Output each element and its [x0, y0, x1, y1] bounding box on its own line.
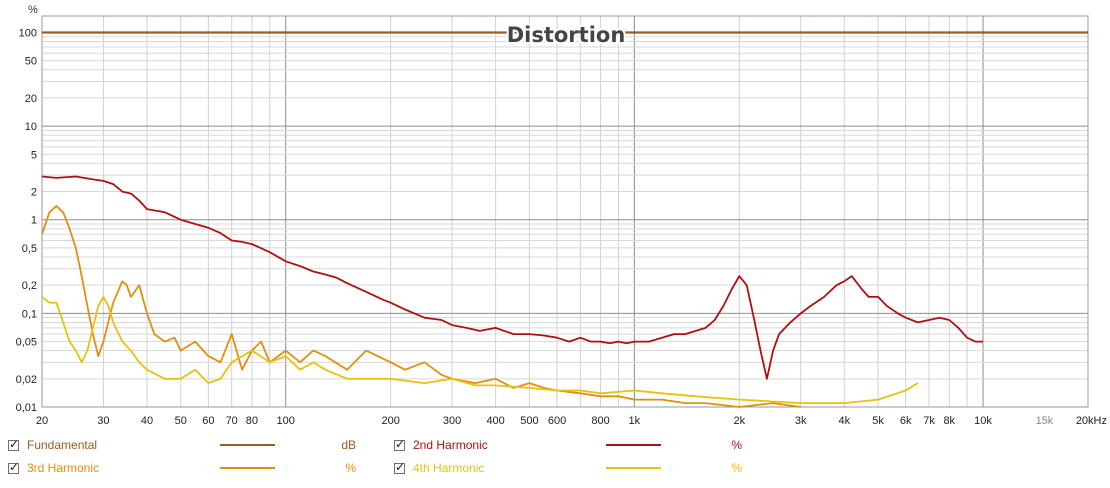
4th-harmonic-checkbox[interactable]: [394, 460, 405, 474]
3rd-harmonic-checkbox[interactable]: [8, 460, 19, 474]
x-tick-label: 80: [246, 415, 258, 427]
x-tick-label: 800: [591, 415, 609, 427]
y-tick-label: 0,02: [16, 374, 37, 386]
x-tick-label: 60: [202, 415, 214, 427]
legend-item-4th-harmonic[interactable]: 4th Harmonic %: [394, 460, 742, 476]
y-tick-label: 50: [25, 56, 37, 68]
x-tick-label: 10k: [974, 415, 992, 427]
y-tick-label: 0,5: [22, 243, 37, 255]
legend-item-fundamental[interactable]: Fundamental dB: [8, 437, 356, 453]
y-tick-label: 2: [31, 187, 37, 199]
x-tick-label: 200: [381, 415, 399, 427]
x-tick-label: 4k: [838, 415, 850, 427]
y-tick-label: 0,2: [22, 280, 37, 292]
series-line-2nd-harmonic: [41, 175, 983, 380]
y-tick-label: 1: [31, 215, 37, 227]
x-tick-label: 8k: [943, 415, 955, 427]
legend-line: [220, 444, 275, 446]
x-tick-label: 15k: [1036, 415, 1054, 427]
x-tick-label: 1k: [629, 415, 641, 427]
series-layer: [41, 31, 1088, 408]
x-tick-label: 500: [520, 415, 538, 427]
plot-background: [0, 0, 1110, 430]
y-tick-label: 20: [25, 93, 37, 105]
x-tick-label: 2k: [734, 415, 746, 427]
x-tick-label: 70: [226, 415, 238, 427]
legend: Fundamental dB 2nd Harmonic % 3rd Harmon…: [0, 434, 1110, 484]
legend-unit: %: [345, 461, 356, 475]
y-tick-label: 0,01: [16, 402, 37, 414]
x-tick-label: 40: [141, 415, 153, 427]
x-tick-label: 5k: [872, 415, 884, 427]
legend-line: [220, 467, 275, 469]
x-tick-label: 20kHz: [1076, 415, 1107, 427]
y-tick-label: 10: [25, 121, 37, 133]
legend-label: 2nd Harmonic: [413, 438, 488, 452]
x-tick-label: 6k: [900, 415, 912, 427]
x-tick-label: 600: [548, 415, 566, 427]
legend-line: [606, 444, 661, 446]
x-tick-label: 7k: [923, 415, 935, 427]
y-axis-ticks: 100 50 20 10 5 2 1 0,5 0,2 0,1 0,05 0,02 0,01: [16, 27, 37, 414]
y-tick-label: 0,1: [22, 308, 37, 320]
distortion-chart: 100 50 20 10 5 2 1 0,5 0,2 0,1 0,05 0,02 0,01 20 30 40…: [0, 0, 1110, 430]
x-tick-label: 400: [486, 415, 504, 427]
legend-unit: %: [731, 461, 742, 475]
x-tick-label: 20: [36, 415, 48, 427]
legend-line: [606, 467, 661, 469]
x-tick-label: 30: [97, 415, 109, 427]
plot-frame: [41, 15, 1089, 408]
x-tick-label: 50: [175, 415, 187, 427]
grid: [42, 16, 1088, 407]
legend-label: Fundamental: [27, 438, 98, 452]
legend-label: 3rd Harmonic: [27, 461, 100, 475]
legend-item-2nd-harmonic[interactable]: 2nd Harmonic %: [394, 437, 742, 453]
chart-title: Distortion: [507, 23, 626, 47]
legend-label: 4th Harmonic: [413, 461, 485, 475]
y-tick-label: 5: [31, 149, 37, 161]
fundamental-checkbox[interactable]: [8, 437, 19, 451]
x-tick-label: 300: [443, 415, 461, 427]
series-line-3rd-harmonic: [41, 205, 801, 408]
legend-unit: dB: [341, 438, 356, 452]
x-tick-label: 100: [277, 415, 295, 427]
x-axis-ticks: 20 30 40 50 60 70 80 100 200 300 400 500 600 800 1k 2k 3…: [36, 415, 1107, 427]
legend-item-3rd-harmonic[interactable]: 3rd Harmonic %: [8, 460, 356, 476]
x-tick-label: 3k: [795, 415, 807, 427]
y-tick-label: 100: [19, 27, 37, 39]
y-axis-label: %: [28, 4, 38, 16]
2nd-harmonic-checkbox[interactable]: [394, 437, 405, 451]
series-line-4th-harmonic: [41, 295, 919, 405]
y-tick-label: 0,05: [16, 337, 37, 349]
legend-unit: %: [731, 438, 742, 452]
